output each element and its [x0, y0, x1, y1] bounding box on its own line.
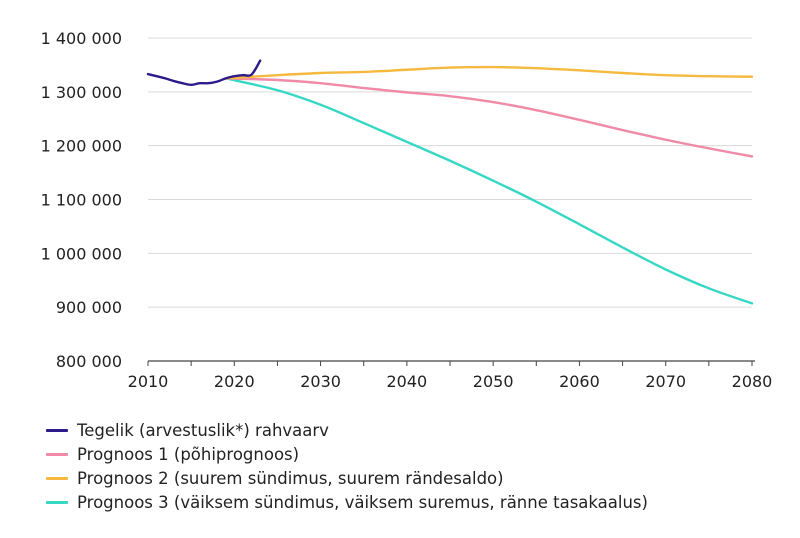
legend-label-forecast-1: Prognoos 1 (põhiprognoos) [77, 444, 300, 464]
x-tick-label: 2020 [214, 372, 255, 391]
y-tick-label: 1 300 000 [41, 83, 122, 102]
y-tick-label: 800 000 [56, 352, 122, 371]
series-line-forecast-2 [224, 65, 754, 80]
y-tick-label: 1 100 000 [41, 191, 122, 210]
legend-swatch-actual [46, 428, 68, 432]
x-tick-label: 2070 [645, 372, 686, 391]
legend-label-forecast-3: Prognoos 3 (väiksem sündimus, väiksem su… [77, 492, 648, 512]
legend-item-forecast-3: Prognoos 3 (väiksem sündimus, väiksem su… [46, 490, 648, 514]
x-tick-label: 2010 [128, 372, 169, 391]
x-tick-label: 2080 [732, 372, 773, 391]
legend-label-forecast-2: Prognoos 2 (suurem sündimus, suurem ränd… [77, 468, 504, 488]
legend-item-forecast-1: Prognoos 1 (põhiprognoos) [46, 442, 648, 466]
series-lines [146, 59, 754, 305]
x-tick-label: 2060 [559, 372, 600, 391]
grid-lines [148, 37, 752, 308]
x-tick-label: 2040 [386, 372, 427, 391]
x-tick-label: 2050 [473, 372, 514, 391]
line-chart: 800 000 900 000 1 000 000 1 100 000 1 200 00… [41, 29, 773, 391]
y-axis-tick-labels: 800 000 900 000 1 000 000 1 100 000 1 200 00… [41, 29, 122, 371]
x-axis [147, 360, 755, 366]
y-tick-label: 900 000 [56, 298, 122, 317]
y-tick-label: 1 400 000 [41, 29, 122, 48]
y-tick-label: 1 200 000 [41, 137, 122, 156]
y-tick-label: 1 000 000 [41, 244, 122, 263]
legend: Tegelik (arvestuslik*) rahvaarv Prognoos… [46, 418, 648, 514]
x-axis-tick-labels: 2010 2020 2030 2040 2050 2060 2070 2080 [128, 372, 773, 391]
legend-item-actual: Tegelik (arvestuslik*) rahvaarv [46, 418, 648, 442]
legend-swatch-forecast-1 [46, 452, 68, 456]
legend-swatch-forecast-3 [46, 500, 68, 504]
series-line-forecast-3 [224, 77, 754, 305]
series-line-actual [146, 59, 262, 87]
x-tick-label: 2030 [300, 372, 341, 391]
series-line-forecast-1 [224, 77, 754, 158]
legend-item-forecast-2: Prognoos 2 (suurem sündimus, suurem ränd… [46, 466, 648, 490]
legend-swatch-forecast-2 [46, 476, 68, 480]
legend-label-actual: Tegelik (arvestuslik*) rahvaarv [77, 420, 329, 440]
